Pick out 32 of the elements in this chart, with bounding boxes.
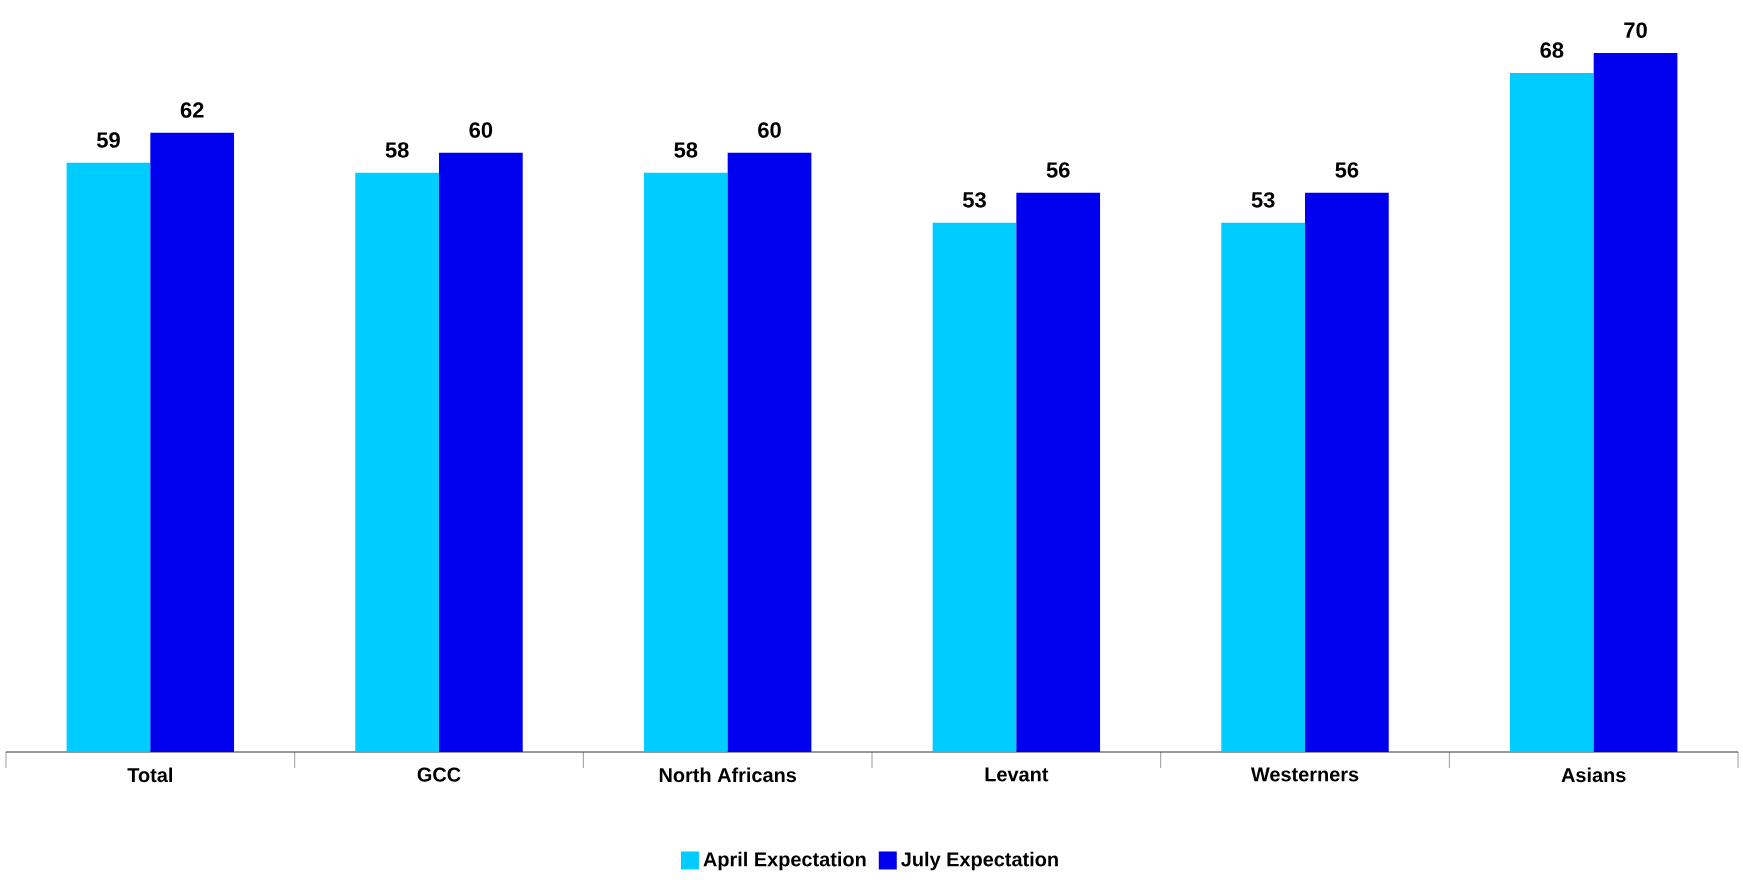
data-label: 56 [1046, 162, 1070, 178]
data-label: 60 [758, 122, 781, 138]
data-label: 58 [674, 142, 698, 158]
data-label: 53 [1251, 192, 1275, 208]
x-tick-label: Total [127, 767, 172, 783]
bar [643, 172, 728, 752]
bar [355, 172, 440, 752]
data-label: 58 [385, 142, 409, 158]
x-tick-label: Westerners [1250, 767, 1359, 782]
bar [439, 152, 523, 752]
bar [150, 132, 235, 752]
data-label: 70 [1624, 22, 1647, 38]
x-tick-label: GCC [417, 767, 461, 782]
legend-label: July Expectation [901, 851, 1058, 871]
bar [1593, 52, 1678, 752]
data-label: 60 [469, 122, 493, 138]
data-label: 59 [96, 132, 120, 148]
x-tick-label: North Africans [659, 767, 797, 783]
bar [1305, 192, 1389, 752]
legend-label: April Expectation [703, 851, 866, 871]
data-label: 68 [1540, 42, 1564, 58]
x-tick-label: Levant [985, 767, 1049, 782]
bar [1016, 192, 1101, 752]
bar [1509, 72, 1594, 752]
bar [932, 222, 1017, 752]
x-tick-label: Asians [1561, 767, 1626, 783]
bar [1221, 222, 1306, 752]
data-label: 62 [180, 102, 204, 118]
data-label: 53 [962, 192, 986, 208]
bar [727, 152, 812, 752]
bar [66, 162, 151, 752]
data-label: 56 [1335, 162, 1359, 178]
